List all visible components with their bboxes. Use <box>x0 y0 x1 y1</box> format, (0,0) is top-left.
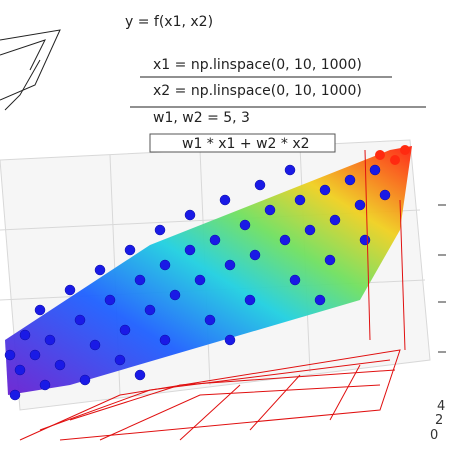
tick-label: 4 <box>437 399 445 414</box>
code-line: w1 * x1 + w2 * x2 <box>182 136 310 152</box>
surface <box>5 146 412 395</box>
code-line: x2 = np.linspace(0, 10, 1000) <box>153 83 362 99</box>
wireframe <box>19 149 406 441</box>
code-line: x1 = np.linspace(0, 10, 1000) <box>153 57 362 73</box>
code-line: w1, w2 = 5, 3 <box>153 110 250 126</box>
tick-label: 2 <box>435 413 443 428</box>
code-box <box>149 133 336 153</box>
code-title: y = f(x1, x2) <box>125 14 213 30</box>
points <box>4 164 391 401</box>
tick-label: 0 <box>430 428 438 443</box>
z-ticks <box>438 204 446 353</box>
sketch <box>0 29 61 111</box>
points-top <box>375 145 410 165</box>
